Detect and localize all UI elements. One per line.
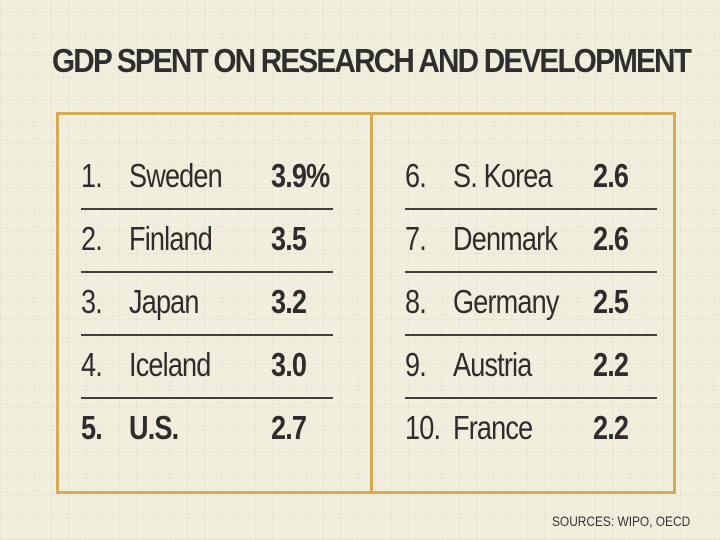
rank: 10.	[405, 409, 441, 446]
value: 2.5	[593, 283, 629, 320]
value: 2.2	[593, 409, 629, 446]
rank: 4.	[81, 346, 103, 383]
rank: 5.	[81, 409, 103, 446]
rank: 9.	[405, 346, 427, 383]
ranking-table: 1. Sweden 3.9% 2. Finland 3.5 3. Japan 3…	[56, 112, 676, 494]
value: 3.9%	[271, 157, 330, 194]
table-row: 4. Iceland 3.0	[81, 336, 333, 399]
value: 3.0	[271, 346, 307, 383]
country: France	[453, 409, 533, 446]
table-row: 6. S. Korea 2.6	[405, 147, 657, 210]
table-row: 7. Denmark 2.6	[405, 210, 657, 273]
rank: 6.	[405, 157, 427, 194]
value: 2.6	[593, 157, 629, 194]
rank: 2.	[81, 220, 103, 257]
table-row: 1. Sweden 3.9%	[81, 147, 333, 210]
country: Finland	[129, 220, 213, 257]
table-row: 10. France 2.2	[405, 399, 657, 462]
country: Sweden	[129, 157, 223, 194]
value: 2.2	[593, 346, 629, 383]
sources-note: SOURCES: WIPO, OECD	[552, 513, 691, 529]
country: Austria	[453, 346, 532, 383]
table-row-highlighted: 5. U.S. 2.7	[81, 399, 333, 462]
rank: 1.	[81, 157, 103, 194]
country: U.S.	[129, 409, 179, 446]
rank: 3.	[81, 283, 103, 320]
table-row: 9. Austria 2.2	[405, 336, 657, 399]
table-row: 2. Finland 3.5	[81, 210, 333, 273]
country: Japan	[129, 283, 199, 320]
rank: 7.	[405, 220, 427, 257]
right-column: 6. S. Korea 2.6 7. Denmark 2.6 8. German…	[405, 147, 657, 462]
country: Iceland	[129, 346, 211, 383]
country: S. Korea	[453, 157, 553, 194]
value: 3.5	[271, 220, 307, 257]
country: Denmark	[453, 220, 558, 257]
country: Germany	[453, 283, 559, 320]
table-row: 3. Japan 3.2	[81, 273, 333, 336]
value: 2.6	[593, 220, 629, 257]
left-column: 1. Sweden 3.9% 2. Finland 3.5 3. Japan 3…	[81, 147, 333, 462]
column-divider	[370, 115, 373, 491]
value: 2.7	[271, 409, 307, 446]
rank: 8.	[405, 283, 427, 320]
page-title: GDP SPENT ON RESEARCH AND DEVELOPMENT	[52, 42, 692, 79]
table-row: 8. Germany 2.5	[405, 273, 657, 336]
value: 3.2	[271, 283, 307, 320]
